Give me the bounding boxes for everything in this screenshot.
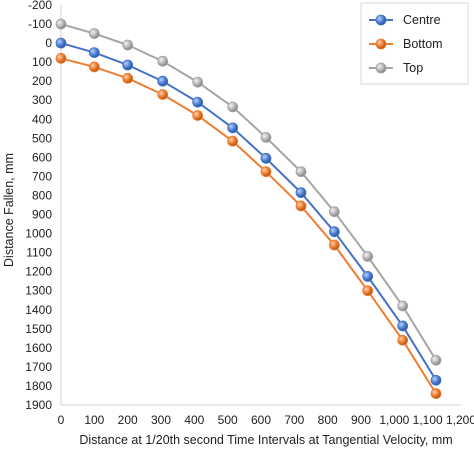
x-tick-label: 600	[251, 413, 271, 427]
y-tick-label: 100	[32, 55, 52, 69]
y-tick-label: 1800	[25, 379, 52, 393]
data-point-centre	[192, 96, 204, 108]
x-tick-label: 1,100	[413, 413, 443, 427]
x-tick-label: 900	[351, 413, 371, 427]
legend-marker-centre	[375, 14, 387, 26]
y-tick-label: 1300	[25, 284, 52, 298]
data-point-centre	[122, 59, 134, 71]
data-point-bottom	[55, 52, 67, 64]
x-tick-label: 200	[118, 413, 138, 427]
legend-label-top: Top	[403, 61, 423, 75]
data-point-top	[430, 354, 442, 366]
x-tick-labels: 0 100 200 300 400 500 600 700 800 900 1,000 1,100 1,…	[58, 413, 474, 427]
data-point-bottom	[397, 334, 409, 346]
legend[interactable]: Centre Bottom Top	[360, 2, 469, 85]
y-tick-label: 1700	[25, 360, 52, 374]
y-tick-label: 1900	[25, 398, 52, 412]
series-line-bottom	[60, 57, 437, 395]
y-tick-label: 800	[32, 188, 52, 202]
series-line-top	[60, 23, 437, 361]
y-tick-label: -100	[28, 17, 52, 31]
data-point-bottom	[362, 285, 374, 297]
data-point-top	[260, 131, 272, 143]
data-point-centre	[227, 122, 239, 134]
data-point-bottom	[192, 110, 204, 121]
data-point-top	[295, 166, 307, 178]
y-tick-label: 900	[32, 208, 52, 222]
y-axis-title: Distance Fallen, mm	[2, 153, 16, 267]
data-point-centre	[328, 226, 340, 238]
data-point-bottom	[122, 72, 134, 84]
data-point-top	[88, 28, 100, 39]
y-tick-label: 300	[32, 93, 52, 107]
y-tick-label: 600	[32, 150, 52, 164]
data-point-top	[157, 55, 169, 67]
data-point-centre	[362, 271, 374, 282]
y-tick-label: 1500	[25, 322, 52, 336]
y-tick-label: -200	[28, 0, 52, 12]
y-tick-label: 1600	[25, 341, 52, 355]
x-tick-label: 800	[318, 413, 338, 427]
x-tick-label: 400	[184, 413, 204, 427]
data-point-top	[397, 300, 409, 312]
y-tick-label: 700	[32, 169, 52, 183]
data-point-bottom	[295, 200, 307, 212]
legend-label-bottom: Bottom	[403, 37, 443, 51]
data-point-top	[55, 18, 67, 30]
data-point-top	[227, 101, 239, 113]
data-point-bottom	[430, 388, 442, 399]
y-tick-labels: -200 -100 0 100 200 300 400 500 600 700 800 900 1000…	[25, 0, 52, 412]
data-point-top	[192, 76, 204, 88]
y-tick-label: 1200	[25, 265, 52, 279]
y-tick-label: 400	[32, 112, 52, 126]
data-point-centre	[55, 37, 67, 49]
x-tick-label: 500	[218, 413, 238, 427]
y-tick-label: 500	[32, 131, 52, 145]
x-tick-label: 700	[284, 413, 304, 427]
legend-marker-bottom	[375, 38, 387, 50]
x-tick-label: 0	[58, 413, 65, 427]
data-point-centre	[397, 320, 409, 332]
x-tick-label: 100	[84, 413, 104, 427]
data-point-bottom	[227, 135, 239, 147]
axes	[60, 5, 461, 406]
data-point-bottom	[157, 89, 169, 100]
y-tick-label: 200	[32, 74, 52, 88]
series-line-centre	[60, 42, 437, 381]
y-tick-label: 1000	[25, 227, 52, 241]
series-lines	[60, 23, 437, 395]
data-point-centre	[88, 47, 100, 59]
y-tick-label: 0	[45, 36, 52, 50]
x-tick-label: 300	[151, 413, 171, 427]
legend-label-centre: Centre	[403, 13, 441, 27]
y-tick-label: 1400	[25, 303, 52, 317]
data-point-centre	[295, 187, 307, 199]
x-tick-label: 1,200	[446, 413, 474, 427]
x-axis-title: Distance at 1/20th second Time Intervals…	[79, 433, 452, 447]
legend-marker-top	[375, 62, 387, 74]
data-point-bottom	[328, 239, 340, 251]
series-points	[55, 18, 442, 399]
data-point-centre	[430, 374, 442, 386]
data-point-bottom	[260, 166, 272, 178]
data-point-top	[328, 206, 340, 218]
y-tick-label: 1100	[26, 246, 52, 260]
data-point-top	[122, 39, 134, 51]
data-point-top	[362, 251, 374, 262]
data-point-bottom	[88, 61, 100, 73]
data-point-centre	[157, 75, 169, 87]
data-point-centre	[260, 152, 272, 164]
x-tick-label: 1,000	[379, 413, 409, 427]
